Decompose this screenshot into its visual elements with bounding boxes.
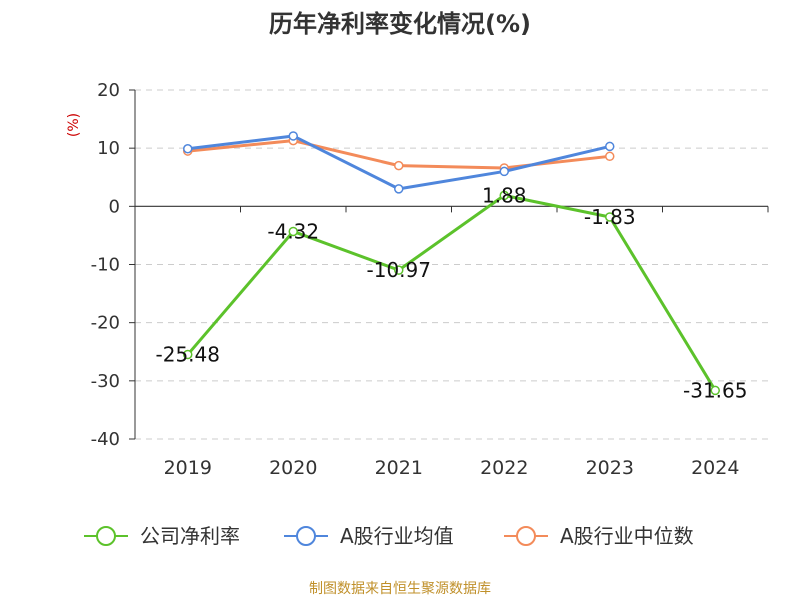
legend-label: A股行业均值 bbox=[340, 524, 454, 548]
data-label: -25.48 bbox=[156, 343, 220, 367]
legend: 公司净利率 A股行业均值 A股行业中位数 bbox=[84, 524, 694, 548]
data-label: -31.65 bbox=[683, 378, 747, 402]
data-label: -4.32 bbox=[267, 219, 319, 243]
y-tick-label: 0 bbox=[109, 196, 120, 217]
legend-marker bbox=[516, 526, 536, 546]
data-point bbox=[710, 385, 720, 396]
axes: 20 10 0 -10 -20 -30 -40 2019 2020 2021 2022 2023 202… bbox=[91, 80, 769, 479]
y-axis-label: (%) bbox=[66, 113, 82, 137]
data-point bbox=[394, 184, 404, 194]
data-point bbox=[288, 226, 298, 237]
data-point bbox=[394, 265, 404, 275]
data-label: 1.88 bbox=[482, 183, 527, 207]
legend-marker bbox=[96, 526, 116, 546]
x-tick-label: 2019 bbox=[164, 457, 212, 479]
legend-label: A股行业中位数 bbox=[560, 524, 694, 548]
data-label: -1.83 bbox=[584, 205, 636, 229]
y-tick-label: 10 bbox=[97, 138, 120, 159]
y-tick-label: -10 bbox=[91, 255, 120, 276]
x-tick-label: 2020 bbox=[269, 457, 317, 479]
x-tick-label: 2022 bbox=[480, 457, 528, 479]
data-point bbox=[499, 166, 509, 177]
data-point bbox=[183, 349, 193, 360]
legend-label: 公司净利率 bbox=[140, 524, 240, 548]
data-point bbox=[605, 141, 615, 152]
chart-title: 历年净利率变化情况(%) bbox=[269, 10, 531, 38]
data-label: -10.97 bbox=[367, 258, 431, 282]
data-point bbox=[183, 143, 193, 154]
x-tick-label: 2021 bbox=[375, 457, 423, 479]
data-point bbox=[394, 160, 404, 171]
y-tick-label: -40 bbox=[91, 429, 120, 450]
series-line bbox=[186, 193, 717, 392]
y-tick-label: 20 bbox=[97, 80, 120, 101]
y-tick-label: -20 bbox=[91, 313, 120, 334]
data-point bbox=[605, 151, 615, 162]
data-point bbox=[605, 212, 615, 222]
data-point bbox=[499, 190, 509, 201]
x-tick-label: 2023 bbox=[586, 457, 634, 479]
data-point bbox=[288, 131, 298, 141]
series-group: -25.48 -4.32 -10.97 1.88 -1.83 -31.65 bbox=[156, 131, 747, 402]
footer-source: 制图数据来自恒生聚源数据库 bbox=[309, 581, 491, 597]
x-tick-label: 2024 bbox=[691, 457, 739, 479]
y-tick-label: -30 bbox=[91, 371, 120, 392]
legend-marker bbox=[296, 526, 316, 546]
